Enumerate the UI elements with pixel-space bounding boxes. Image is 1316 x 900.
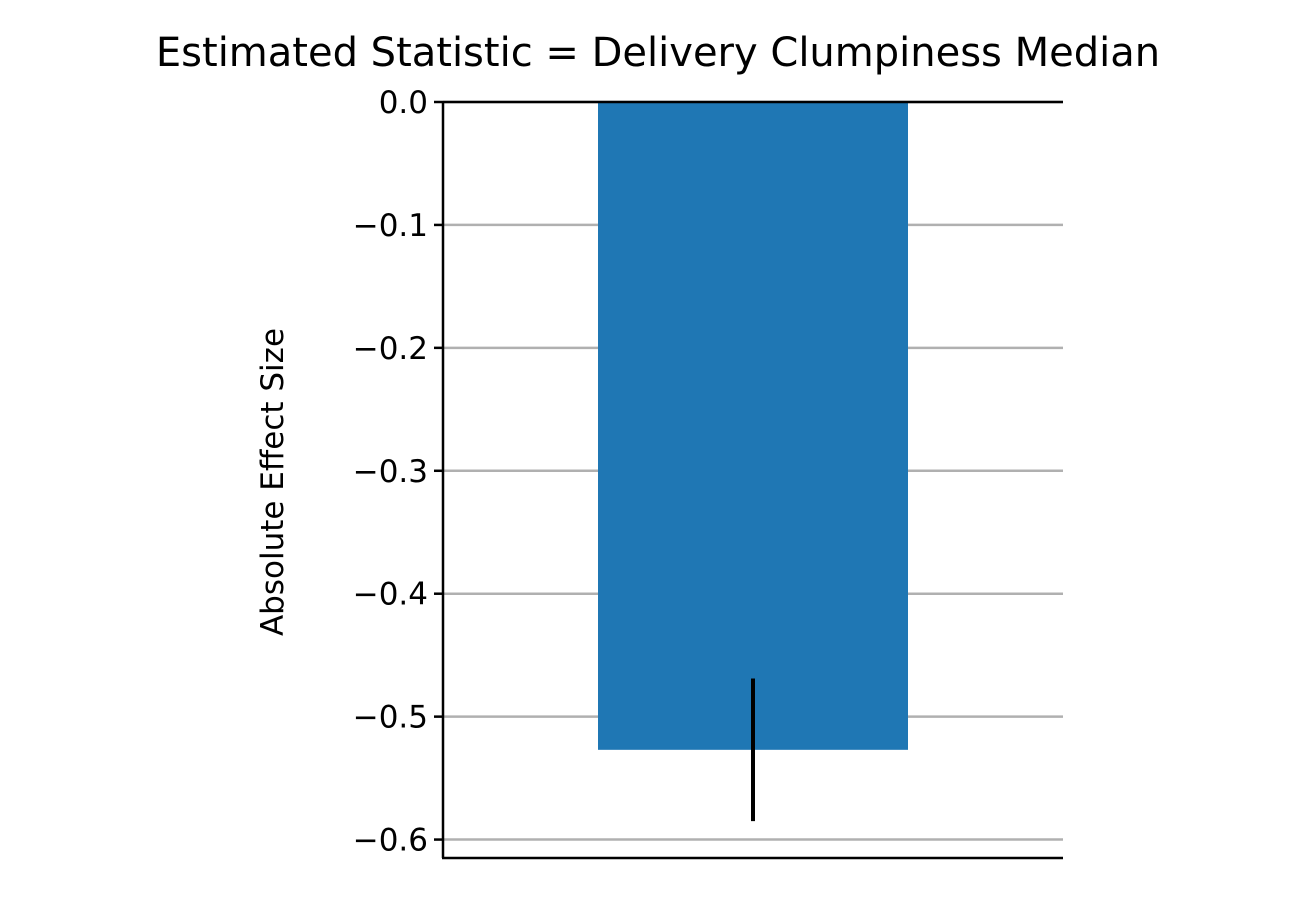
y-tick-label: −0.5 (353, 700, 428, 736)
y-tick-label: −0.6 (353, 823, 428, 859)
axes (441, 100, 1063, 860)
y-tick-label: −0.2 (353, 331, 428, 367)
y-tick-label: −0.4 (353, 577, 428, 613)
y-tick-labels: 0.0 −0.1 −0.2 −0.3 −0.4 −0.5 −0.6 (353, 85, 443, 859)
chart-title: Estimated Statistic = Delivery Clumpines… (156, 30, 1160, 76)
bar (598, 102, 908, 750)
y-tick-label: −0.3 (353, 454, 428, 490)
y-axis-label: Absolute Effect Size (255, 328, 291, 636)
y-tick-label: 0.0 (379, 85, 428, 121)
y-tick-label: −0.1 (353, 208, 428, 244)
bars (598, 102, 908, 750)
